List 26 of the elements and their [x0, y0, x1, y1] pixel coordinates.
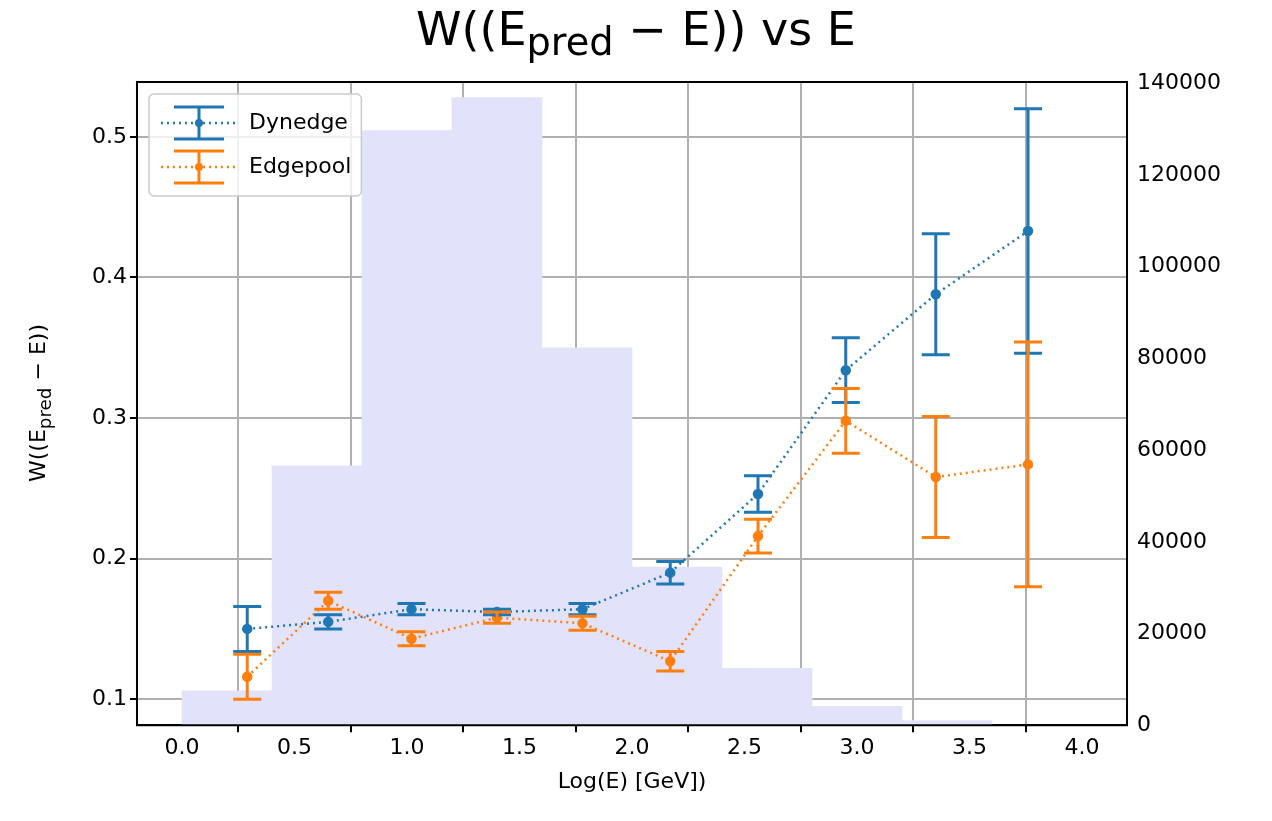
y2-tick-label: 80000: [1137, 344, 1208, 370]
x-tick-label: 0.5: [276, 734, 312, 760]
x-tick-label: 1.0: [389, 734, 425, 760]
x-tick-label: 3.0: [839, 734, 875, 760]
y2-tick-label: 120000: [1137, 160, 1221, 186]
y-tick-label: 0.1: [91, 684, 127, 710]
x-tick-label: 3.5: [952, 734, 988, 760]
x-tick-label: 2.5: [727, 734, 763, 760]
y-tick-label: 0.5: [91, 122, 127, 148]
y2-tick-label: 100000: [1137, 252, 1221, 278]
x-tick-label: 1.5: [502, 734, 537, 760]
y2-tick-label: 0: [1137, 710, 1152, 736]
legend-label: Dynedge: [248, 108, 348, 134]
x-tick-label: 2.0: [614, 734, 650, 760]
chart-title: W((E$_{pred}$ − E)) vs E: [415, 2, 857, 65]
y-tick-label: 0.3: [91, 403, 127, 429]
y2-tick-label: 40000: [1137, 527, 1208, 553]
x-axis-title: Log(E) [GeV]): [557, 767, 707, 793]
legend-label: Edgepool: [248, 152, 352, 178]
y2-tick-label: 60000: [1137, 435, 1208, 461]
y-tick-label: 0.2: [91, 544, 127, 570]
x-tick-label: 4.0: [1064, 734, 1100, 760]
y2-tick-label: 20000: [1137, 619, 1208, 645]
y2-tick-label: 140000: [1137, 69, 1221, 95]
x-tick-label: 0.0: [164, 734, 200, 760]
y-tick-label: 0.4: [91, 263, 127, 289]
